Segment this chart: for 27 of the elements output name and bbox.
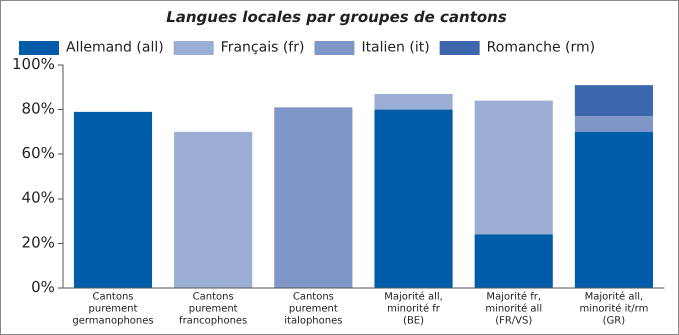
bar (74, 112, 152, 288)
bar (574, 132, 653, 288)
bar (574, 85, 653, 116)
legend-label: Allemand (all) (66, 40, 164, 56)
x-tick-label: Majorité all, minorité fr (BE) (384, 292, 443, 327)
y-tick-label: 40% (22, 188, 55, 207)
bar (374, 94, 453, 110)
y-tick-label: 100% (12, 54, 55, 73)
y-tick-label: 60% (22, 144, 55, 162)
chart-title: Langues locales par groupes de cantons (166, 8, 507, 26)
x-tick-label: Majorité fr, minorité all (FR/VS) (485, 292, 542, 327)
bar (574, 116, 653, 132)
bar (474, 234, 553, 288)
y-tick-label: 20% (22, 233, 55, 252)
x-tick-label: Cantons purement francophones (179, 292, 248, 327)
bar (274, 107, 352, 288)
legend-label: Français (fr) (220, 40, 304, 56)
bar (374, 110, 453, 288)
x-tick-label: Majorité all, minorité it/rm (GR) (579, 292, 648, 327)
bar (174, 132, 252, 288)
legend-label: Italien (it) (361, 40, 430, 56)
x-tick-label: Cantons purement italophones (284, 292, 342, 327)
bar (474, 100, 553, 234)
y-tick-label: 80% (22, 99, 55, 118)
legend-label: Romanche (rm) (486, 40, 596, 56)
y-tick-label: 0% (31, 278, 55, 296)
x-tick-label: Cantons purement germanophones (72, 292, 154, 327)
